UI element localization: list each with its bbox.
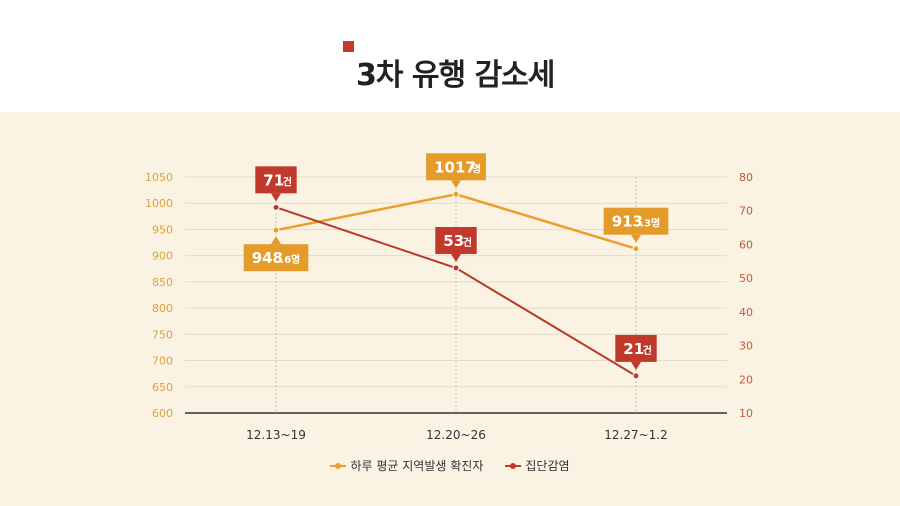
data-label-pointer [271, 193, 281, 202]
data-label-unit: 건 [463, 236, 472, 249]
legend-label-cases: 하루 평균 지역발생 확진자 [350, 459, 484, 473]
data-label-value: 71 [263, 171, 284, 189]
data-label-unit: .3명 [640, 217, 660, 230]
data-label-pointer [271, 236, 281, 245]
x-tick-label: 12.13~19 [246, 428, 306, 442]
data-label-value: 21 [623, 340, 644, 358]
legend-swatch-orange [330, 462, 347, 469]
data-point-clusters [452, 264, 460, 272]
y-right-tick-label: 10 [739, 407, 753, 420]
data-label-box [255, 166, 297, 194]
y-left-tick-label: 1000 [145, 197, 173, 210]
data-label-pointer [631, 234, 641, 243]
data-label-unit: 건 [643, 344, 652, 357]
y-left-tick-label: 750 [152, 328, 173, 341]
legend-swatch-red [505, 462, 522, 469]
data-label-unit: 명 [472, 162, 481, 175]
y-right-tick-label: 30 [739, 340, 753, 353]
legend-label-clusters: 집단감염 [525, 459, 570, 473]
data-label-value: 948 [252, 249, 283, 267]
data-point-clusters [272, 203, 280, 211]
y-left-tick-label: 1050 [145, 171, 173, 184]
callout-cases-1: 948.6명 [243, 236, 309, 272]
data-label-unit: .6명 [280, 253, 300, 266]
y-left-tick-label: 950 [152, 223, 173, 236]
data-label-pointer [451, 180, 461, 189]
data-label-box [426, 153, 486, 181]
data-point-cases [272, 226, 280, 234]
y-right-tick-label: 70 [739, 205, 753, 218]
y-left-tick-label: 650 [152, 381, 173, 394]
page-title: 3차 유행 감소세 [356, 58, 555, 93]
x-tick-label: 12.20~26 [426, 428, 486, 442]
callout-cases-3: 913.3명 [603, 207, 669, 243]
y-left-tick-label: 900 [152, 250, 173, 263]
y-right-tick-label: 40 [739, 306, 753, 319]
data-label-box [435, 227, 477, 255]
data-point-clusters [632, 372, 640, 380]
title-accent-square [343, 41, 354, 52]
x-tick-label: 12.27~1.2 [604, 428, 668, 442]
data-label-pointer [451, 254, 461, 263]
data-label-box [603, 207, 669, 235]
y-right-tick-label: 50 [739, 272, 753, 285]
chart-legend: 하루 평균 지역발생 확진자 집단감염 [0, 457, 900, 474]
data-label-pointer [631, 361, 641, 370]
data-label-unit: 건 [283, 175, 292, 188]
data-point-cases [632, 245, 640, 253]
y-right-tick-label: 80 [739, 171, 753, 184]
data-label-value: 913 [612, 213, 643, 231]
data-label-value: 53 [443, 232, 464, 250]
legend-item-cases: 하루 평균 지역발생 확진자 [330, 457, 483, 474]
y-left-tick-label: 850 [152, 276, 173, 289]
legend-item-clusters: 집단감염 [505, 457, 570, 474]
callout-clusters-2: 53건 [435, 227, 477, 263]
y-right-tick-label: 20 [739, 373, 753, 386]
y-left-tick-label: 600 [152, 407, 173, 420]
data-label-box [243, 244, 309, 272]
callout-clusters-1: 71건 [255, 166, 297, 202]
y-left-tick-label: 800 [152, 302, 173, 315]
data-label-box [615, 334, 657, 362]
callout-clusters-3: 21건 [615, 334, 657, 370]
header: 3차 유행 감소세 [0, 0, 900, 112]
data-label-value: 1017 [434, 158, 476, 176]
y-left-tick-label: 700 [152, 355, 173, 368]
y-right-tick-label: 60 [739, 238, 753, 251]
data-point-cases [452, 190, 460, 198]
